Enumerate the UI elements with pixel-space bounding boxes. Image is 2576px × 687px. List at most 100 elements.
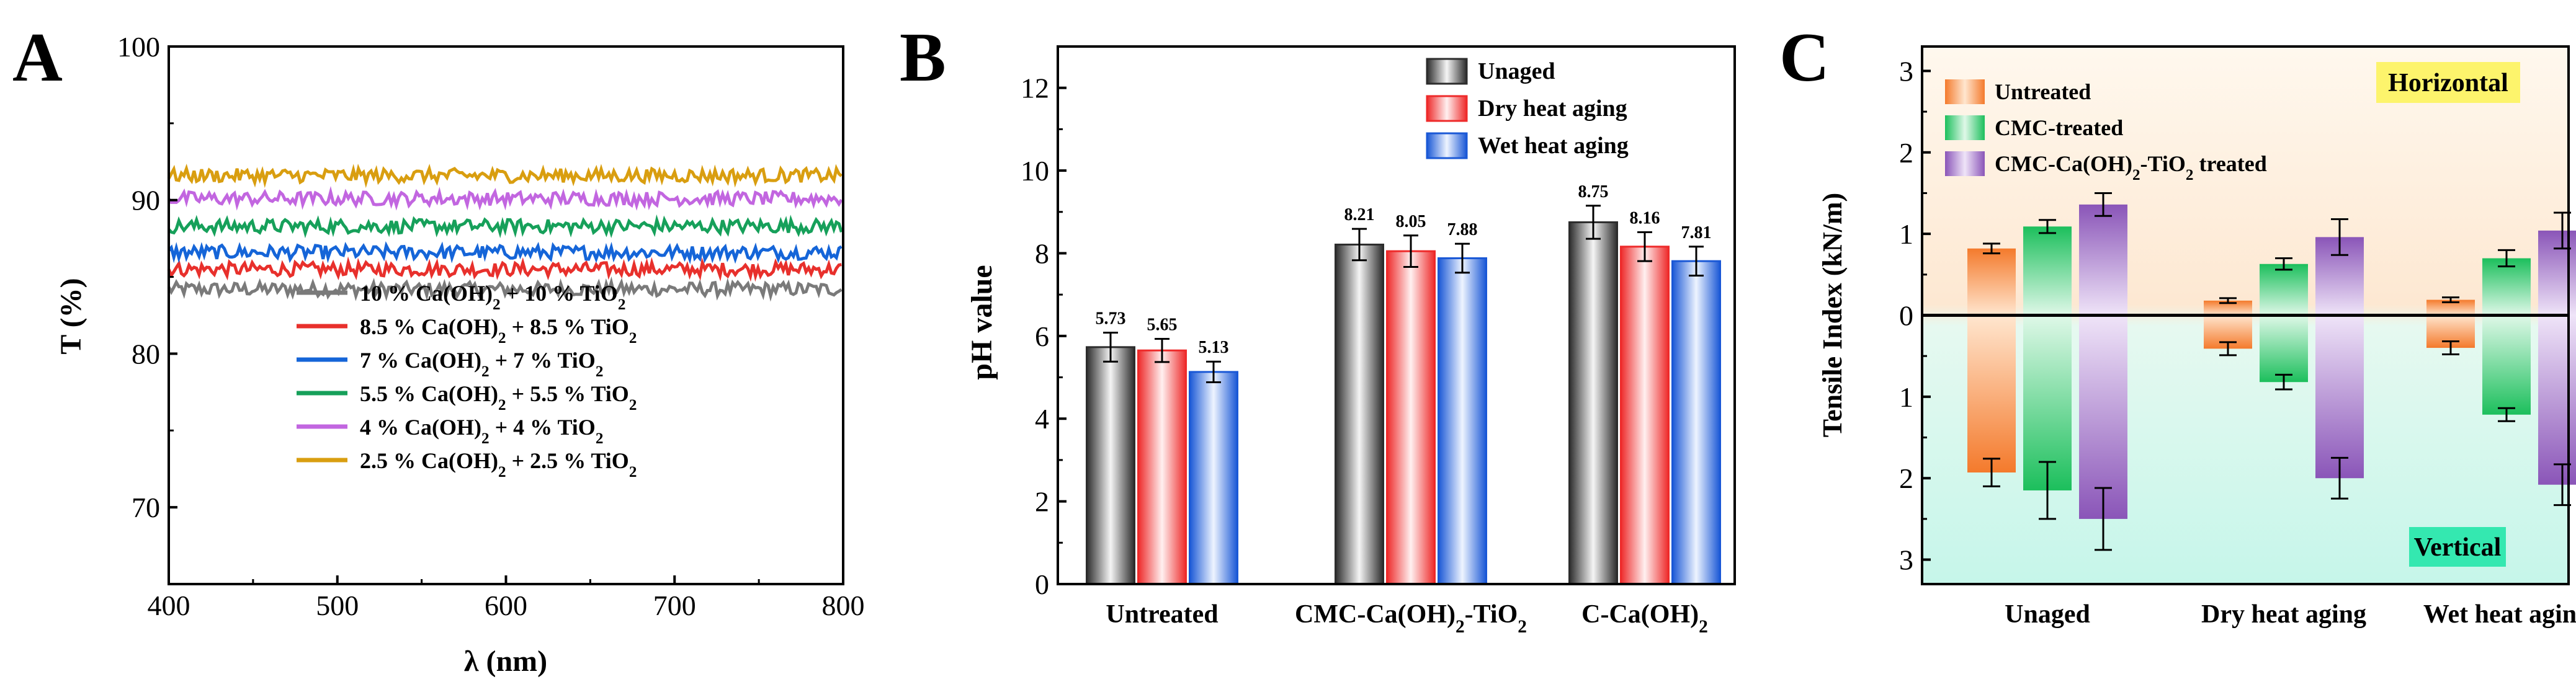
b-ytick-label-0: 0 xyxy=(1035,569,1049,600)
horizontal-label-box xyxy=(2376,62,2520,103)
b-ytick-label-5: 10 xyxy=(1021,155,1049,187)
c-legend-label-1: CMC-treated xyxy=(1995,115,2123,140)
bar-vertical-0-2 xyxy=(2079,315,2127,519)
data-label-0: 5.73 xyxy=(1096,309,1126,329)
panel-a-xlabel: λ (nm) xyxy=(464,645,547,678)
panel-a-ylabel: T (%) xyxy=(55,278,87,354)
bar-0-2 xyxy=(1189,371,1238,585)
bar-vertical-1-2 xyxy=(2315,315,2364,479)
series-line-2 xyxy=(168,241,843,265)
c-legend-swatch-2 xyxy=(1945,151,1985,176)
data-label-2: 5.13 xyxy=(1199,338,1229,357)
b-ytick-label-1: 2 xyxy=(1035,486,1049,518)
data-label-8: 7.81 xyxy=(1681,223,1712,242)
data-label-1: 5.65 xyxy=(1147,316,1178,335)
b-legend-label-1: Dry heat aging xyxy=(1478,95,1627,122)
bar-vertical-2-2 xyxy=(2538,315,2576,485)
bar-1-0 xyxy=(1335,243,1384,585)
panel-b-letter: B xyxy=(900,19,946,96)
legend-label-0: 10 % Ca(OH)2 + 10 % TiO2 xyxy=(360,281,625,313)
data-label-4: 8.05 xyxy=(1396,212,1426,231)
panel-b-ylabel: pH value xyxy=(965,265,998,379)
series-line-4 xyxy=(167,185,843,211)
bar-horizontal-2-1 xyxy=(2482,258,2531,316)
series-line-5 xyxy=(167,163,843,188)
a-ytick-label-2: 90 xyxy=(132,185,160,216)
bar-2-2 xyxy=(1671,260,1721,585)
category-label-2: C-Ca(OH)2 xyxy=(1581,600,1708,637)
panel-b-frame xyxy=(1057,45,1736,585)
series-line-0 xyxy=(167,276,843,302)
panel-c-ylabel: Tensile Index (kN/m) xyxy=(1817,193,1848,437)
c-category-label-2: Wet heat aging xyxy=(2423,600,2576,629)
data-label-3: 8.21 xyxy=(1344,205,1375,224)
legend-label-4: 4 % Ca(OH)2 + 4 % TiO2 xyxy=(360,415,603,447)
data-label-7: 8.16 xyxy=(1630,208,1660,228)
a-ytick-label-3: 100 xyxy=(117,31,160,63)
legend-label-5: 2.5 % Ca(OH)2 + 2.5 % TiO2 xyxy=(360,448,637,481)
c-category-label-1: Dry heat aging xyxy=(2201,600,2366,629)
bar-horizontal-0-1 xyxy=(2023,226,2072,316)
legend-label-2: 7 % Ca(OH)2 + 7 % TiO2 xyxy=(360,348,603,380)
bar-horizontal-0-0 xyxy=(1967,248,2016,316)
c-ytick-label-2: 1 xyxy=(1899,381,1913,413)
a-xtick-label-1: 500 xyxy=(316,590,359,621)
legend-label-1: 8.5 % Ca(OH)2 + 8.5 % TiO2 xyxy=(360,314,637,347)
bar-1-1 xyxy=(1386,250,1436,585)
c-ytick-label-1: 2 xyxy=(1899,463,1913,494)
series-line-1 xyxy=(167,256,842,282)
c-ytick-label-0: 3 xyxy=(1899,544,1913,576)
c-legend-label-0: Untreated xyxy=(1995,79,2091,104)
panel-a-letter: A xyxy=(12,19,63,96)
c-legend-swatch-1 xyxy=(1945,115,1985,140)
legend-label-3: 5.5 % Ca(OH)2 + 5.5 % TiO2 xyxy=(360,381,637,414)
a-xtick-label-4: 800 xyxy=(822,590,865,621)
vertical-label-box xyxy=(2409,527,2506,567)
c-ytick-label-6: 3 xyxy=(1899,55,1913,87)
b-legend-swatch-0 xyxy=(1426,58,1468,85)
b-legend-label-0: Unaged xyxy=(1478,58,1555,84)
bar-vertical-0-0 xyxy=(1967,315,2016,473)
bar-horizontal-2-2 xyxy=(2538,230,2576,316)
panel-c-letter: C xyxy=(1779,19,1830,96)
a-ytick-label-0: 70 xyxy=(132,492,160,523)
panel-c: C Horizontal Vertical Unaged Dry heat agi… xyxy=(1779,19,2576,629)
bar-vertical-1-1 xyxy=(2260,315,2308,383)
bar-horizontal-1-1 xyxy=(2260,264,2308,316)
vertical-label: Vertical xyxy=(2414,533,2502,562)
data-label-6: 8.75 xyxy=(1578,182,1609,202)
c-ytick-label-4: 1 xyxy=(1899,218,1913,250)
bar-horizontal-0-2 xyxy=(2079,204,2127,316)
a-ytick-label-1: 80 xyxy=(132,338,160,370)
b-ytick-label-3: 6 xyxy=(1035,321,1049,352)
bar-0-1 xyxy=(1137,349,1187,585)
bar-0-0 xyxy=(1086,346,1135,585)
c-ytick-label-3: 0 xyxy=(1899,300,1913,332)
b-legend-label-2: Wet heat aging xyxy=(1478,133,1629,159)
b-legend-swatch-1 xyxy=(1426,95,1468,122)
c-ytick-label-5: 2 xyxy=(1899,137,1913,169)
b-ytick-label-2: 4 xyxy=(1035,403,1049,435)
c-legend-swatch-0 xyxy=(1945,79,1985,104)
b-legend-swatch-2 xyxy=(1426,132,1468,159)
horizontal-label: Horizontal xyxy=(2388,69,2508,97)
bar-horizontal-1-0 xyxy=(2204,300,2252,316)
bar-2-0 xyxy=(1568,221,1618,585)
series-line-3 xyxy=(168,214,843,239)
a-xtick-label-0: 400 xyxy=(148,590,190,621)
b-ytick-label-6: 12 xyxy=(1021,73,1049,104)
c-legend-label-2: CMC-Ca(OH)2-TiO2 treated xyxy=(1995,151,2267,184)
bar-1-2 xyxy=(1438,257,1487,585)
category-label-0: Untreated xyxy=(1106,600,1218,629)
a-xtick-label-2: 600 xyxy=(485,590,527,621)
bar-2-1 xyxy=(1620,246,1670,585)
data-label-5: 7.88 xyxy=(1447,220,1478,239)
category-label-1: CMC-Ca(OH)2-TiO2 xyxy=(1295,600,1527,637)
b-ytick-label-4: 8 xyxy=(1035,237,1049,269)
bar-vertical-2-1 xyxy=(2482,315,2531,415)
c-category-label-0: Unaged xyxy=(2005,600,2090,629)
panel-b: B 5.73 5.65 5.13 Untreated 8.21 8.05 7.88 CMC-C… xyxy=(900,19,1736,637)
a-xtick-label-3: 700 xyxy=(653,590,696,621)
